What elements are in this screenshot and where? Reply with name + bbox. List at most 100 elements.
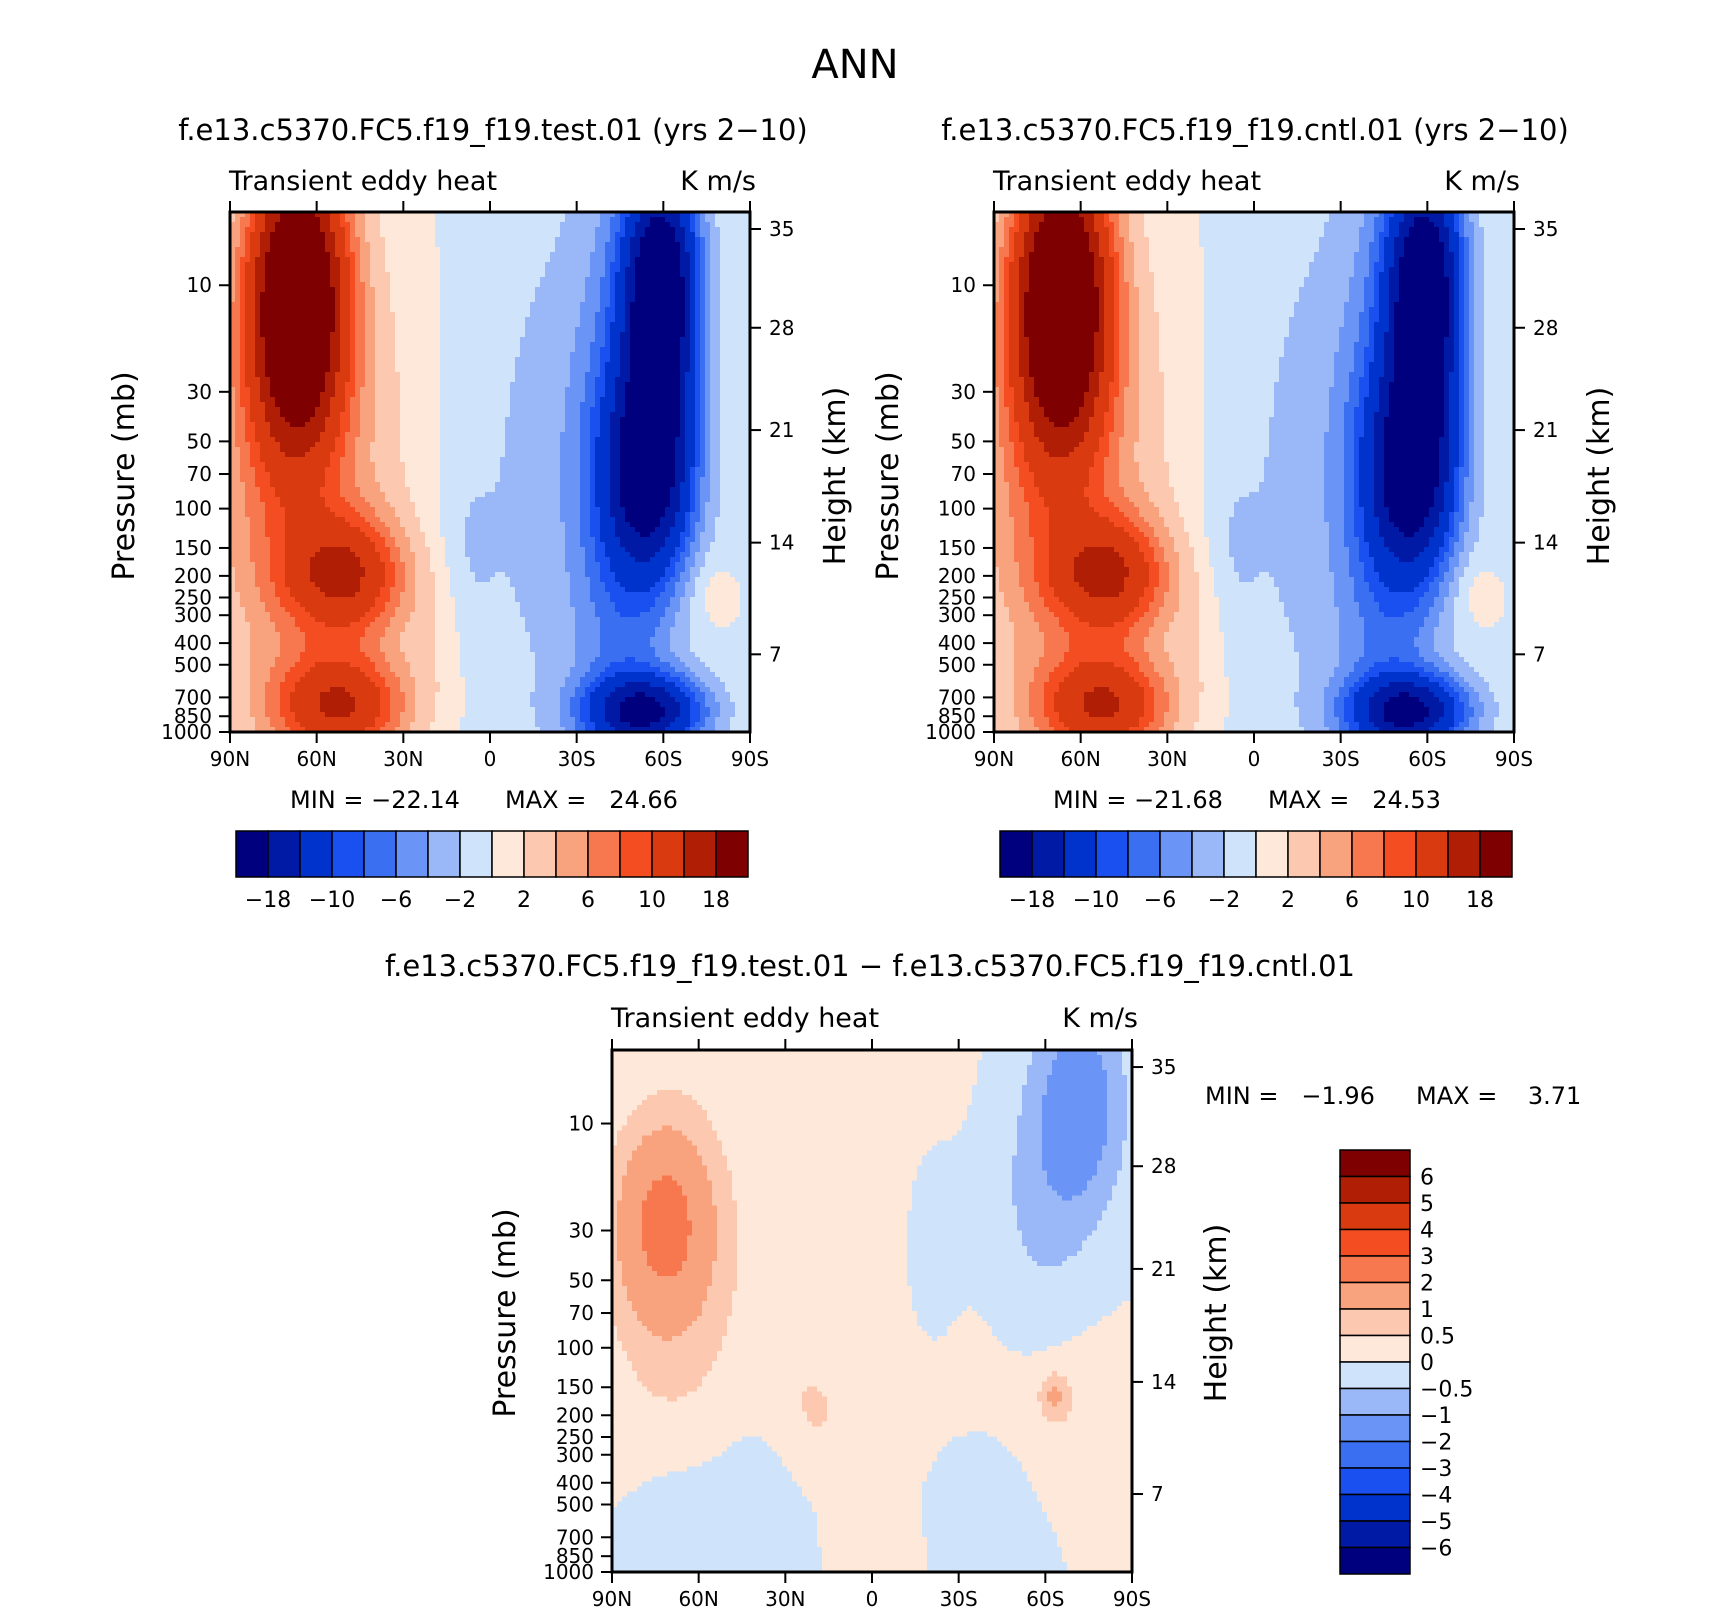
field-cell xyxy=(670,427,676,433)
field-cell xyxy=(680,277,686,283)
field-cell xyxy=(585,277,591,283)
field-cell xyxy=(495,332,501,338)
field-cell xyxy=(240,427,246,433)
field-cell xyxy=(605,437,611,443)
field-cell xyxy=(570,447,576,453)
field-cell xyxy=(650,412,656,418)
field-cell xyxy=(270,307,276,313)
field-cell xyxy=(295,267,301,273)
field-cell xyxy=(440,382,446,388)
field-cell xyxy=(665,322,671,328)
field-cell xyxy=(260,357,266,363)
field-cell xyxy=(555,332,561,338)
field-cell xyxy=(685,402,691,408)
field-cell xyxy=(575,227,581,233)
field-cell xyxy=(250,277,256,283)
field-cell xyxy=(670,417,676,423)
field-cell xyxy=(330,412,336,418)
field-cell xyxy=(360,447,366,453)
field-cell xyxy=(555,402,561,408)
field-cell xyxy=(695,332,701,338)
field-cell xyxy=(580,352,586,358)
field-cell xyxy=(470,262,476,268)
field-cell xyxy=(720,237,726,243)
field-cell xyxy=(725,262,731,268)
field-cell xyxy=(340,232,346,238)
field-cell xyxy=(315,327,321,333)
field-cell xyxy=(340,287,346,293)
field-cell xyxy=(690,232,696,238)
field-cell xyxy=(660,227,666,233)
field-cell xyxy=(370,322,376,328)
field-cell xyxy=(540,217,546,223)
field-cell xyxy=(380,367,386,373)
field-cell xyxy=(740,327,746,333)
field-cell xyxy=(430,352,436,358)
field-cell xyxy=(560,242,566,248)
field-cell xyxy=(475,222,481,228)
field-cell xyxy=(635,217,641,223)
field-cell xyxy=(480,372,486,378)
field-cell xyxy=(740,337,746,343)
field-cell xyxy=(645,397,651,403)
field-cell xyxy=(670,372,676,378)
field-cell xyxy=(370,217,376,223)
field-cell xyxy=(475,287,481,293)
field-cell xyxy=(565,242,571,248)
field-cell xyxy=(680,377,686,383)
field-cell xyxy=(500,372,506,378)
field-cell xyxy=(550,262,556,268)
field-cell xyxy=(420,447,426,453)
field-cell xyxy=(380,242,386,248)
field-cell xyxy=(305,362,311,368)
field-cell xyxy=(360,222,366,228)
field-cell xyxy=(625,222,631,228)
field-cell xyxy=(665,427,671,433)
field-cell xyxy=(515,267,521,273)
field-cell xyxy=(440,357,446,363)
field-cell xyxy=(710,407,716,413)
field-cell xyxy=(300,267,306,273)
field-cell xyxy=(480,247,486,253)
field-cell xyxy=(245,332,251,338)
field-cell xyxy=(325,322,331,328)
field-cell xyxy=(550,417,556,423)
field-cell xyxy=(690,272,696,278)
field-cell xyxy=(370,357,376,363)
field-cell xyxy=(725,212,731,218)
field-cell xyxy=(410,252,416,258)
field-cell xyxy=(730,212,736,218)
field-cell xyxy=(340,262,346,268)
field-cell xyxy=(535,272,541,278)
field-cell xyxy=(235,342,241,348)
field-cell xyxy=(495,312,501,318)
field-cell xyxy=(530,337,536,343)
field-cell xyxy=(255,342,261,348)
field-cell xyxy=(400,382,406,388)
field-cell xyxy=(645,287,651,293)
field-cell xyxy=(500,392,506,398)
field-cell xyxy=(605,292,611,298)
field-cell xyxy=(610,222,616,228)
field-cell xyxy=(665,407,671,413)
field-cell xyxy=(270,377,276,383)
field-cell xyxy=(485,227,491,233)
field-cell xyxy=(660,377,666,383)
field-cell xyxy=(370,362,376,368)
field-cell xyxy=(695,277,701,283)
field-cell xyxy=(675,337,681,343)
field-cell xyxy=(270,447,276,453)
field-cell xyxy=(685,257,691,263)
field-cell xyxy=(385,312,391,318)
field-cell xyxy=(570,262,576,268)
field-cell xyxy=(310,377,316,383)
field-cell xyxy=(575,322,581,328)
field-cell xyxy=(325,347,331,353)
field-cell xyxy=(445,212,451,218)
field-cell xyxy=(580,437,586,443)
field-cell xyxy=(450,402,456,408)
field-cell xyxy=(285,437,291,443)
field-cell xyxy=(520,217,526,223)
field-cell xyxy=(230,272,236,278)
field-cell xyxy=(465,212,471,218)
